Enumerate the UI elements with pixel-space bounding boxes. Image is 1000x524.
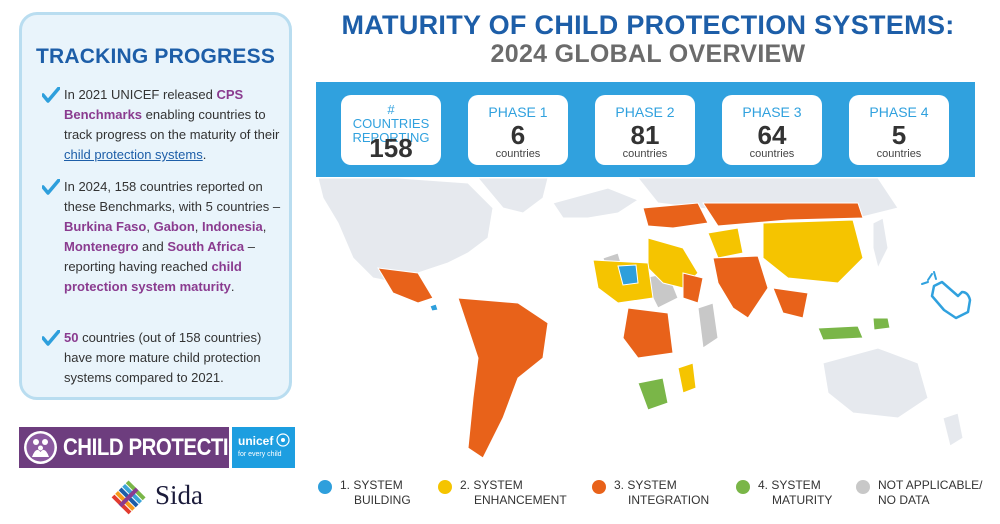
stat-unit: countries	[495, 148, 541, 160]
unicef-tagline: for every child	[238, 451, 282, 458]
phase-1-small-region	[429, 303, 439, 312]
new-zealand-land	[942, 412, 964, 447]
central-africa-region	[622, 307, 674, 359]
stat-unit: countries	[876, 148, 922, 160]
interactive-hand-icon	[921, 271, 972, 320]
stat-value: 5	[891, 120, 907, 150]
legend-swatch	[318, 480, 332, 494]
stat-label: PHASE 4	[869, 104, 929, 120]
south-africa-region	[637, 377, 669, 411]
page-title: MATURITY OF CHILD PROTECTION SYSTEMS:	[341, 10, 955, 40]
child-protection-systems-link[interactable]: child protection systems	[64, 147, 203, 162]
russia-region	[702, 202, 864, 227]
stat-card-phase-2: PHASE 2 81 countries	[595, 95, 695, 165]
legend-label: 1. SYSTEM BUILDING	[340, 478, 411, 507]
page-subtitle: 2024 GLOBAL OVERVIEW	[490, 40, 806, 68]
stat-card-phase-3: PHASE 3 64 countries	[722, 95, 822, 165]
stat-card-phase-1: PHASE 1 6 countries	[468, 95, 568, 165]
sida-wordmark: Sida	[155, 480, 204, 510]
stat-label: PHASE 1	[488, 104, 548, 120]
indonesia-region	[817, 325, 864, 341]
south-america-region	[457, 297, 549, 459]
bullet-text: In 2024, 158 countries reported on these…	[64, 179, 281, 294]
india-region	[712, 255, 769, 319]
checkmark-icon	[42, 179, 60, 195]
checkmark-icon	[42, 87, 60, 103]
greenland-land	[477, 178, 549, 214]
stat-value: 81	[630, 120, 660, 150]
southeast-asia-region	[772, 287, 809, 319]
phase-4-regions	[637, 317, 891, 411]
stat-label: PHASE 3	[742, 104, 802, 120]
stat-label: # COUNTRIES REPORTING	[352, 102, 430, 145]
family-icon	[24, 431, 57, 464]
unicef-wordmark: unicef	[238, 434, 274, 448]
stat-value: 158	[369, 133, 413, 163]
legend-label: 3. SYSTEM INTEGRATION	[614, 478, 710, 507]
legend-label: 4. SYSTEM MATURITY	[758, 478, 833, 507]
no-data-region	[697, 302, 719, 349]
stat-value: 6	[510, 120, 526, 150]
legend-label: 2. SYSTEM ENHANCEMENT	[460, 478, 567, 507]
stat-value: 64	[757, 120, 787, 150]
stat-unit: countries	[622, 148, 668, 160]
mexico-region	[377, 267, 434, 304]
stat-label: PHASE 2	[615, 104, 675, 120]
japan-land	[872, 217, 889, 270]
stats-band: # COUNTRIES REPORTING 158 PHASE 1 6 coun…	[316, 82, 975, 177]
australia-land	[822, 347, 929, 419]
child-protection-wordmark: CHILD PROTECTION	[63, 434, 258, 461]
legend-swatch	[592, 480, 606, 494]
sida-emblem-icon	[111, 480, 146, 515]
unicef-logo: unicef for every child	[232, 427, 295, 468]
checkmark-icon	[42, 330, 60, 346]
legend-swatch	[438, 480, 452, 494]
legend-label: NOT APPLICABLE/NO DATA	[878, 478, 983, 507]
north-america-land	[318, 178, 494, 284]
panel-title: TRACKING PROGRESS	[35, 45, 276, 68]
legend-swatch	[736, 480, 750, 494]
madagascar-region	[677, 362, 697, 394]
europe-land	[552, 187, 640, 219]
libya-region	[617, 264, 639, 286]
world-map[interactable]	[318, 178, 978, 468]
tracking-progress-panel: TRACKING PROGRESS In 2021 UNICEF release…	[19, 12, 292, 400]
horn-of-africa-region	[682, 272, 704, 304]
legend-swatch	[856, 480, 870, 494]
sida-logo: Sida	[108, 476, 218, 516]
phase-1-regions	[429, 264, 639, 312]
child-protection-logo: CHILD PROTECTION	[19, 427, 258, 468]
phase-3-regions	[377, 202, 864, 459]
eastern-europe-region	[642, 202, 709, 229]
stat-unit: countries	[749, 148, 795, 160]
bullet-text: 50 countries (out of 158 countries) have…	[64, 330, 262, 385]
central-asia-region	[707, 227, 744, 259]
china-region	[762, 219, 864, 284]
cps-benchmarks-highlight: CPS Benchmarks	[64, 87, 244, 122]
stat-card-countries-reporting: # COUNTRIES REPORTING 158	[341, 95, 441, 165]
stat-card-phase-4: PHASE 4 5 countries	[849, 95, 949, 165]
bullet-text: In 2021 UNICEF released CPS Benchmarks e…	[64, 87, 280, 162]
unicef-emblem-icon	[276, 433, 290, 447]
phase-4-small-region	[872, 317, 891, 331]
